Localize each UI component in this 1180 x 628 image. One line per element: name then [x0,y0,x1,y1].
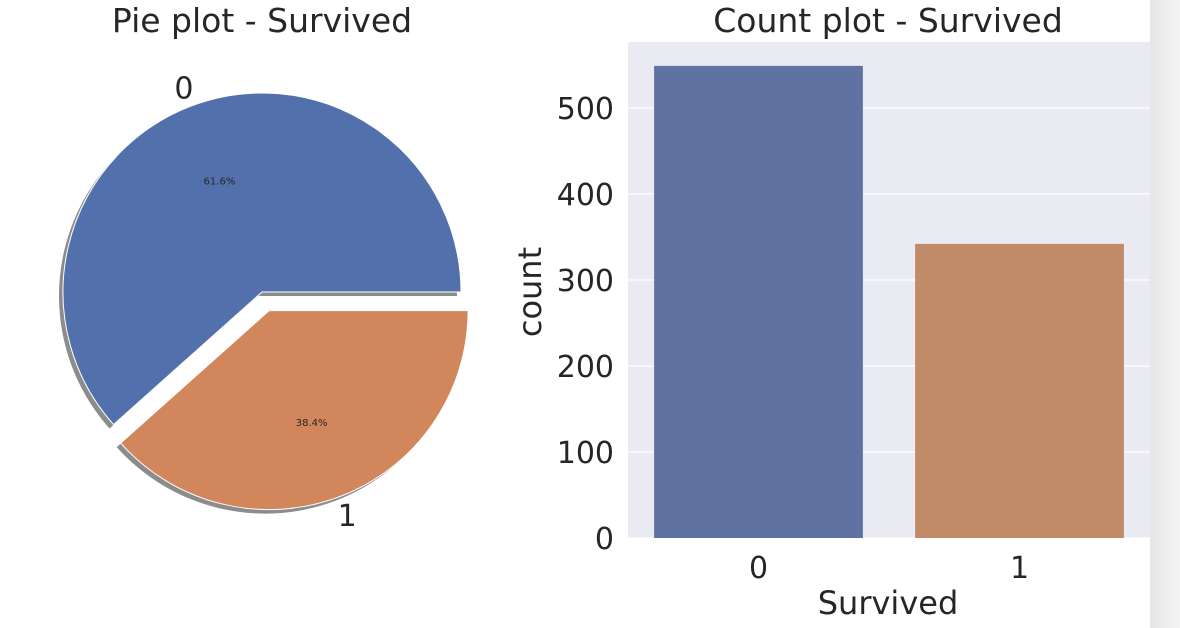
y-tick-label: 400 [557,178,614,213]
y-tick-label: 0 [595,522,614,557]
bar-0 [654,65,863,539]
y-tick-label: 100 [557,436,614,471]
pie-slice-1 [119,310,469,511]
pie-labels: 61.6% 0 38.4% 1 [174,71,356,534]
bars [654,65,1124,539]
pie-slice-0 [62,92,462,426]
pie-slices [62,92,469,511]
y-axis-label: count [511,247,549,337]
y-tick-labels: 0 100 200 300 400 500 [557,92,614,557]
x-tick-label: 1 [1010,551,1029,586]
y-tick-label: 200 [557,350,614,385]
y-tick-label: 500 [557,92,614,127]
pie-percent-label: 61.6% [204,176,236,187]
x-axis-label: Survived [818,584,959,622]
y-tick-label: 300 [557,264,614,299]
pie-category-label: 1 [338,499,357,534]
window-edge-strip [1150,0,1180,628]
bar-1 [915,243,1124,538]
pie-chart: Pie plot - Survived 61.6% 0 38.4% 1 [58,1,469,534]
bar-title: Count plot - Survived [713,1,1063,40]
pie-percent-label: 38.4% [296,418,328,429]
pie-category-label: 0 [174,71,193,106]
pie-title: Pie plot - Survived [112,1,412,40]
x-tick-label: 0 [749,551,768,586]
